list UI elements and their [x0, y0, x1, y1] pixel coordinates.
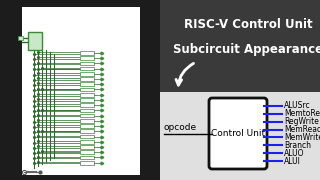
Bar [22, 7, 140, 175]
Bar [80, 67, 94, 70]
Text: RISC-V Control Unit: RISC-V Control Unit [184, 19, 312, 32]
Bar [80, 161, 94, 165]
Bar [80, 88, 94, 91]
Bar [80, 98, 94, 102]
Text: Subcircuit Appearance: Subcircuit Appearance [173, 44, 320, 57]
Bar [80, 51, 94, 55]
Bar [80, 62, 94, 65]
Bar [80, 145, 94, 149]
Bar [80, 109, 94, 112]
Bar [80, 124, 94, 128]
Bar [80, 119, 94, 123]
Text: MemtoReg: MemtoReg [284, 109, 320, 118]
Bar [18, 36, 23, 40]
FancyBboxPatch shape [209, 98, 267, 169]
Bar [80, 93, 94, 96]
Bar [80, 72, 94, 76]
Bar [80, 103, 94, 107]
Text: MemWrite: MemWrite [284, 133, 320, 142]
Text: MemRead: MemRead [284, 125, 320, 134]
Bar [80, 56, 94, 60]
Bar [80, 156, 94, 159]
Bar [80, 114, 94, 118]
Text: ALUO: ALUO [284, 149, 305, 158]
Bar [28, 32, 42, 50]
Bar [160, 92, 320, 180]
Text: RegWrite: RegWrite [284, 117, 319, 126]
Bar [80, 140, 94, 144]
Text: Control Unit: Control Unit [211, 129, 265, 138]
Bar [80, 129, 94, 133]
Text: opcode: opcode [164, 123, 197, 132]
Bar [80, 77, 94, 81]
Bar [80, 135, 94, 138]
Text: Branch: Branch [284, 141, 311, 150]
Bar [80, 82, 94, 86]
Text: ALUSrc: ALUSrc [284, 102, 311, 111]
Text: ALUI: ALUI [284, 156, 301, 165]
Bar [80, 150, 94, 154]
Bar [160, 0, 320, 92]
